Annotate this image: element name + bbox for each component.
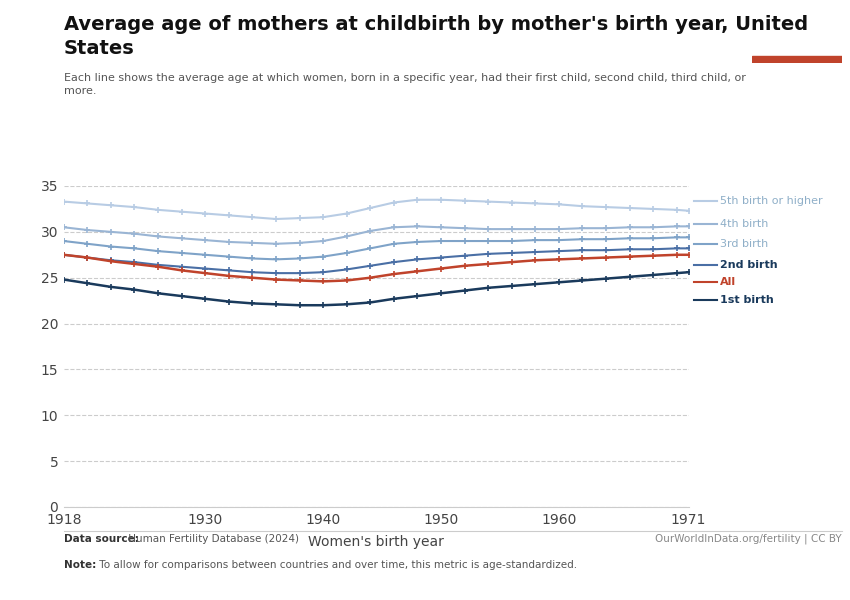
Text: Human Fertility Database (2024): Human Fertility Database (2024) [125,534,299,544]
X-axis label: Women's birth year: Women's birth year [309,535,444,549]
Text: 3rd birth: 3rd birth [720,239,768,249]
Text: Each line shows the average age at which women, born in a specific year, had the: Each line shows the average age at which… [64,73,745,97]
Text: 4th birth: 4th birth [720,219,768,229]
Text: 2nd birth: 2nd birth [720,260,778,270]
Text: All: All [720,277,736,287]
Text: Average age of mothers at childbirth by mother's birth year, United
States: Average age of mothers at childbirth by … [64,15,808,58]
Text: Note:: Note: [64,560,96,570]
Text: 5th birth or higher: 5th birth or higher [720,196,823,206]
Text: in Data: in Data [775,34,818,44]
Text: Data source:: Data source: [64,534,139,544]
Text: Our World: Our World [767,20,826,30]
Text: OurWorldInData.org/fertility | CC BY: OurWorldInData.org/fertility | CC BY [654,534,842,545]
Bar [752,56,842,63]
Text: To allow for comparisons between countries and over time, this metric is age-sta: To allow for comparisons between countri… [96,560,577,570]
Text: 1st birth: 1st birth [720,295,774,305]
